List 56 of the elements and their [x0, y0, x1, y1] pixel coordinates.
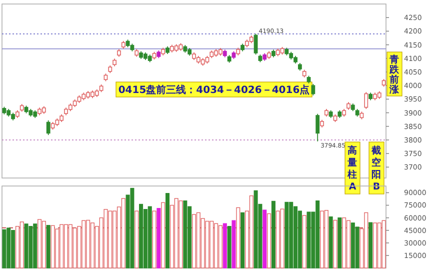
- bar: [166, 193, 170, 268]
- bar: [342, 217, 346, 268]
- bar: [324, 210, 328, 268]
- bar: [280, 208, 284, 268]
- bar: [333, 220, 338, 268]
- bar: [284, 202, 289, 268]
- bar: [227, 226, 232, 268]
- bar: [236, 207, 240, 268]
- bar: [346, 220, 350, 268]
- bar: [368, 222, 373, 268]
- bar: [218, 225, 222, 268]
- bar: [104, 208, 108, 268]
- annotation: 截空阳B: [370, 144, 382, 192]
- bar: [320, 210, 324, 268]
- bar: [156, 208, 161, 268]
- bar: [232, 220, 236, 268]
- bar: [192, 214, 196, 268]
- bar: [205, 220, 210, 268]
- bar: [267, 213, 272, 268]
- bar: [271, 200, 276, 268]
- bar: [50, 225, 55, 268]
- bar: [249, 195, 254, 268]
- candlestick: [46, 120, 50, 136]
- bar: [134, 210, 139, 268]
- bar: [355, 226, 360, 268]
- candlestick: [311, 83, 316, 96]
- bar: [262, 210, 267, 268]
- bar: [46, 224, 50, 268]
- bar: [222, 223, 227, 268]
- bar: [148, 206, 152, 268]
- bar: [306, 212, 311, 268]
- bar: [38, 219, 42, 268]
- candlestick: [364, 92, 368, 110]
- bar: [28, 226, 33, 268]
- annotation: 高量柱A: [346, 144, 358, 192]
- candlestick: [254, 33, 258, 56]
- bar: [24, 224, 28, 268]
- bar: [254, 190, 258, 268]
- bar: [64, 224, 68, 268]
- bar: [72, 228, 77, 268]
- bar: [328, 216, 333, 268]
- bar: [240, 212, 245, 268]
- bar: [2, 229, 6, 268]
- bar: [42, 220, 46, 268]
- bar: [382, 220, 386, 268]
- bar: [302, 215, 306, 268]
- bar: [161, 202, 166, 268]
- candlestick: [316, 113, 320, 142]
- bar: [139, 204, 144, 268]
- bar: [183, 200, 188, 268]
- bar: [20, 222, 24, 268]
- bar: [178, 200, 183, 268]
- bar: [338, 217, 342, 268]
- bar: [152, 210, 156, 268]
- bar: [130, 188, 134, 268]
- bar: [121, 198, 126, 268]
